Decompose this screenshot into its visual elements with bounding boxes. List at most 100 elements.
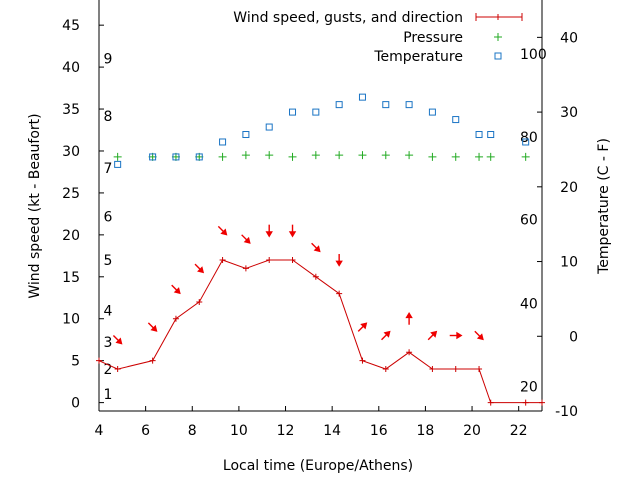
temperature-point bbox=[242, 131, 250, 139]
wind-arrow bbox=[357, 322, 368, 332]
temperature-point bbox=[312, 108, 320, 116]
temperature-point bbox=[405, 101, 413, 109]
y-right-tick-label: 40 bbox=[560, 30, 578, 46]
legend-swatch-pressure bbox=[494, 33, 502, 41]
pressure-point bbox=[335, 151, 344, 160]
fahrenheit-label: 40 bbox=[520, 296, 538, 312]
wind-arrow-head bbox=[430, 330, 438, 338]
wind-speed-point bbox=[476, 366, 483, 373]
y-left-tick-label: 0 bbox=[71, 396, 80, 412]
wind-arrow bbox=[335, 254, 343, 267]
temperature-point bbox=[195, 153, 203, 161]
x-tick-label: 6 bbox=[141, 423, 150, 439]
wind-speed-point bbox=[429, 366, 436, 373]
y-right-tick-label: 20 bbox=[560, 180, 578, 196]
x-tick-label: 22 bbox=[510, 423, 528, 439]
y-left-tick-label: 40 bbox=[62, 60, 80, 76]
wind-speed-point bbox=[289, 257, 296, 264]
wind-arrow bbox=[194, 263, 205, 274]
wind-speed-point bbox=[172, 315, 179, 322]
wind-arrow bbox=[112, 334, 123, 345]
wind-arrow bbox=[171, 284, 181, 295]
wind-arrow bbox=[427, 330, 438, 341]
wind-arrow-head bbox=[335, 260, 343, 267]
wind-speed-point bbox=[382, 366, 389, 373]
wind-speed-point bbox=[114, 366, 121, 373]
beaufort-label: 8 bbox=[104, 109, 113, 125]
wind-arrow bbox=[217, 225, 228, 236]
beaufort-label: 1 bbox=[104, 387, 113, 403]
wind-arrow-head bbox=[173, 287, 181, 295]
pressure-point bbox=[521, 152, 530, 161]
wind-direction-arrows bbox=[112, 224, 484, 345]
fahrenheit-label: 80 bbox=[520, 130, 538, 146]
legend-label-temperature: Temperature bbox=[373, 49, 463, 65]
wind-speed-point bbox=[406, 349, 413, 356]
y-axis-right-ticks: -10 0 10 20 30 40 bbox=[537, 30, 578, 420]
temperature-point bbox=[335, 101, 343, 109]
wind-arrow bbox=[474, 330, 484, 341]
pressure-point bbox=[311, 151, 320, 160]
wind-speed-point bbox=[487, 399, 494, 406]
legend-swatch-temperature bbox=[494, 52, 502, 60]
wind-speed-point bbox=[149, 357, 156, 364]
wind-speed-point bbox=[522, 399, 529, 406]
pressure-point bbox=[288, 152, 297, 161]
pressure-point bbox=[475, 152, 484, 161]
beaufort-label: 6 bbox=[104, 209, 113, 225]
y-right-tick-label: 10 bbox=[560, 255, 578, 271]
y-right-tick-label: 0 bbox=[569, 329, 578, 345]
x-axis-label: Local time (Europe/Athens) bbox=[223, 458, 413, 474]
temperature-point bbox=[114, 160, 122, 168]
temperature-point bbox=[452, 116, 460, 124]
x-tick-label: 12 bbox=[277, 423, 295, 439]
series-layer bbox=[96, 93, 545, 406]
x-tick-label: 20 bbox=[463, 423, 481, 439]
y-axis-right-label: Temperature (C - F) bbox=[596, 138, 612, 275]
wind-arrow-head bbox=[456, 331, 463, 340]
wind-arrow bbox=[147, 322, 158, 332]
wind-arrow-head bbox=[360, 322, 368, 330]
wind-arrow bbox=[449, 331, 463, 340]
fahrenheit-scale-labels: 20 40 60 80 100 bbox=[520, 47, 547, 396]
temperature-point bbox=[487, 131, 495, 139]
legend-label-wind: Wind speed, gusts, and direction bbox=[233, 10, 463, 26]
wind-speed-point bbox=[539, 399, 545, 406]
y-left-tick-label: 15 bbox=[62, 270, 80, 286]
x-tick-label: 16 bbox=[370, 423, 388, 439]
wind-speed-point bbox=[266, 257, 273, 264]
fahrenheit-label: 100 bbox=[520, 47, 547, 63]
wind-arrow-head bbox=[476, 333, 484, 341]
temperature-point bbox=[428, 108, 436, 116]
wind-arrow-head bbox=[405, 311, 413, 319]
pressure-point bbox=[381, 151, 390, 160]
y-axis-left-ticks: 0 5 10 15 20 25 30 35 40 45 bbox=[62, 18, 104, 412]
temperature-point bbox=[172, 153, 180, 161]
legend-swatch-wind bbox=[475, 13, 523, 21]
wind-speed-point bbox=[96, 357, 102, 364]
wind-arrow bbox=[288, 224, 297, 238]
temperature-point bbox=[522, 138, 530, 146]
wind-arrow-head bbox=[197, 266, 205, 274]
x-tick-label: 10 bbox=[230, 423, 248, 439]
beaufort-label: 4 bbox=[104, 303, 113, 319]
y-left-tick-label: 5 bbox=[71, 354, 80, 370]
temperature-point bbox=[382, 101, 390, 109]
fahrenheit-label: 60 bbox=[520, 213, 538, 229]
temperature-point bbox=[219, 138, 227, 146]
wind-arrow-head bbox=[383, 330, 391, 338]
wind-arrow-head bbox=[313, 245, 321, 253]
wind-speed-point bbox=[196, 298, 203, 305]
x-tick-label: 18 bbox=[417, 423, 435, 439]
wind-arrow-head bbox=[150, 324, 158, 332]
temperature-point bbox=[149, 153, 157, 161]
beaufort-label: 9 bbox=[104, 52, 113, 68]
x-axis-ticks: 4 6 8 10 12 14 16 18 20 22 bbox=[95, 406, 528, 439]
x-tick-label: 4 bbox=[95, 423, 104, 439]
wind-arrow-head bbox=[115, 337, 123, 345]
temperature-point bbox=[265, 123, 273, 131]
y-left-tick-label: 20 bbox=[62, 228, 80, 244]
wind-arrow bbox=[405, 311, 413, 325]
fahrenheit-label: 20 bbox=[520, 379, 538, 395]
